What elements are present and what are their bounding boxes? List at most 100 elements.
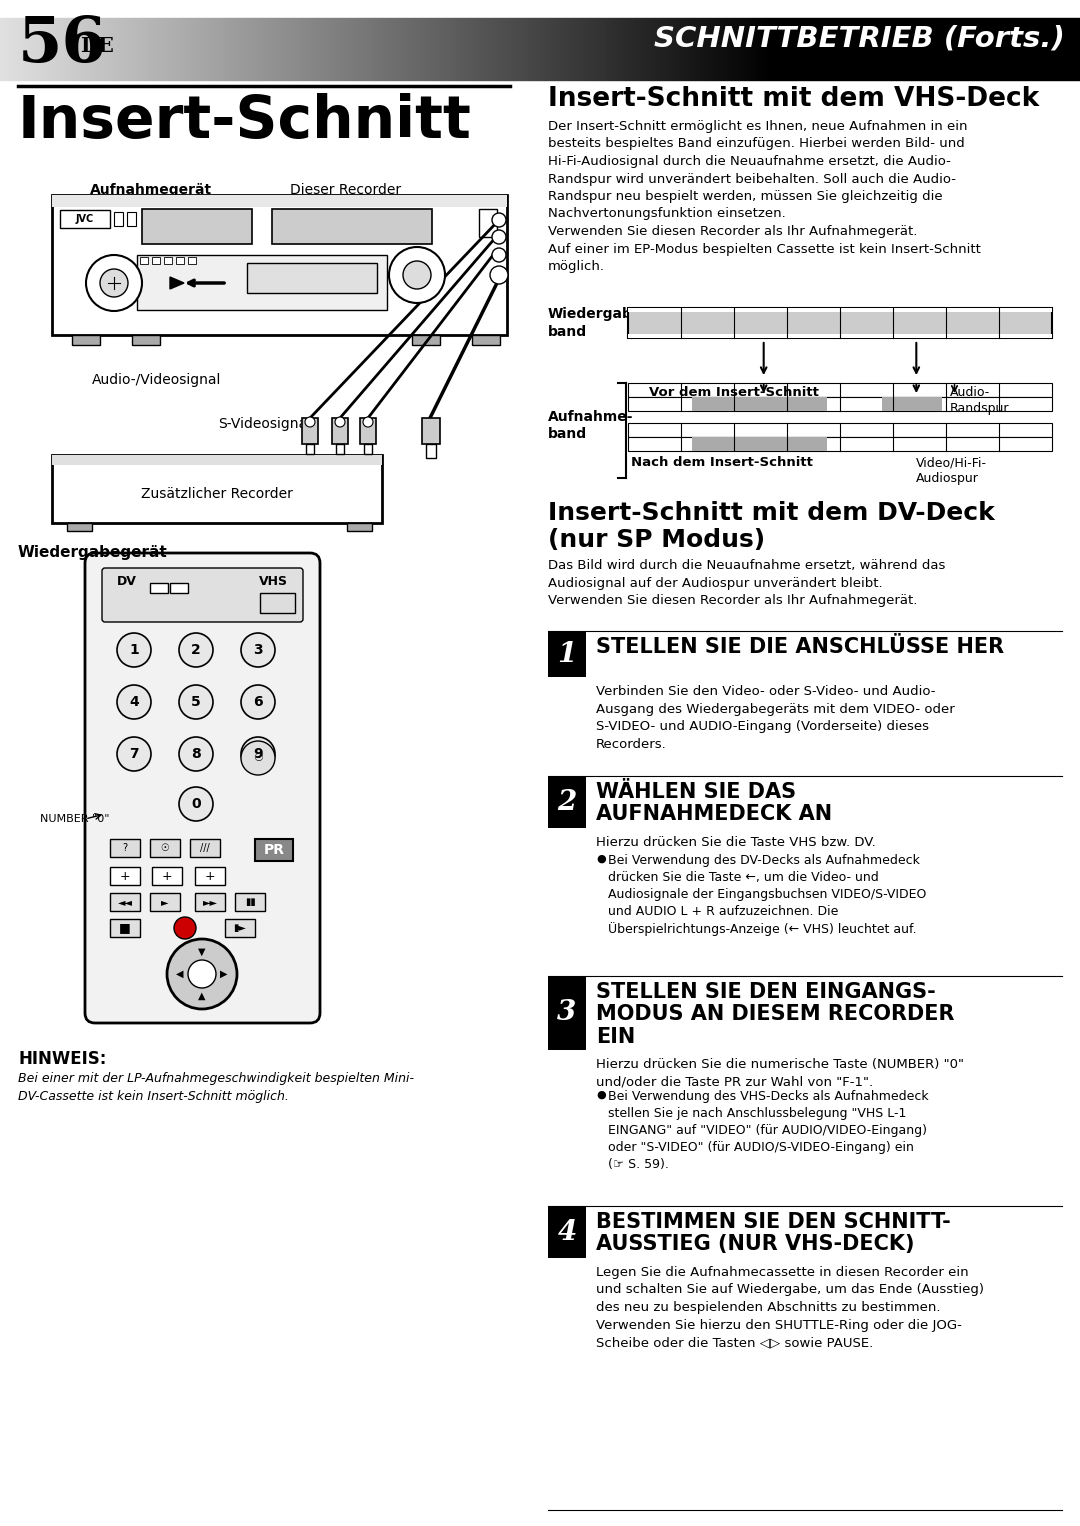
Bar [961, 18, 964, 79]
Bar [127, 212, 136, 226]
Bar [947, 18, 950, 79]
Bar [810, 18, 813, 79]
Bar [230, 18, 234, 79]
Circle shape [241, 737, 275, 771]
Bar [132, 336, 160, 345]
Bar [983, 18, 986, 79]
Circle shape [179, 633, 213, 667]
Bar [176, 18, 180, 79]
Bar [602, 18, 605, 79]
Bar [1072, 18, 1077, 79]
Bar [219, 18, 224, 79]
Bar [799, 18, 802, 79]
Bar [72, 336, 100, 345]
Bar [52, 455, 382, 523]
Bar [964, 18, 969, 79]
Bar [1077, 18, 1080, 79]
Bar [828, 18, 832, 79]
Text: ◄◄: ◄◄ [118, 897, 133, 906]
Bar [392, 18, 396, 79]
Bar [627, 397, 1052, 410]
Bar [370, 18, 375, 79]
Bar [893, 18, 896, 79]
Bar [497, 18, 500, 79]
Bar [110, 893, 140, 911]
Circle shape [241, 633, 275, 667]
Bar [616, 18, 619, 79]
Bar [295, 18, 299, 79]
Bar [936, 18, 940, 79]
Text: VHS: VHS [259, 575, 288, 588]
Text: Legen Sie die Aufnahmecassette in diesen Recorder ein
und schalten Sie auf Wiede: Legen Sie die Aufnahmecassette in diesen… [596, 1267, 984, 1349]
Bar [130, 18, 133, 79]
Bar [907, 18, 910, 79]
Bar [51, 18, 54, 79]
Bar [875, 18, 878, 79]
Bar [515, 18, 518, 79]
Text: ?: ? [122, 842, 127, 853]
Bar [14, 18, 18, 79]
Bar [247, 262, 377, 293]
Bar [867, 18, 872, 79]
Bar [360, 418, 376, 444]
Text: DE: DE [80, 37, 113, 56]
Bar [150, 839, 180, 858]
Circle shape [241, 742, 275, 775]
Bar [422, 418, 440, 444]
Bar [597, 18, 602, 79]
Bar [475, 18, 478, 79]
Bar [114, 212, 123, 226]
Bar [252, 18, 256, 79]
Bar [144, 18, 148, 79]
Bar [235, 893, 265, 911]
Bar [720, 18, 724, 79]
Text: Audio-/Videosignal: Audio-/Videosignal [92, 372, 221, 388]
Bar [716, 18, 720, 79]
Bar [137, 18, 140, 79]
Bar [565, 18, 569, 79]
Bar [548, 977, 586, 1050]
Bar [472, 336, 500, 345]
Bar [856, 18, 861, 79]
Bar [1026, 18, 1029, 79]
Bar [569, 18, 572, 79]
Bar [580, 18, 583, 79]
Bar [1037, 18, 1040, 79]
Bar [170, 18, 173, 79]
Bar [748, 18, 753, 79]
Bar [813, 18, 818, 79]
Bar [184, 18, 187, 79]
Bar [205, 18, 208, 79]
Bar [511, 18, 515, 79]
Bar [108, 18, 111, 79]
Bar [627, 308, 1052, 337]
Text: 2: 2 [557, 789, 577, 815]
Circle shape [335, 417, 345, 427]
Bar [224, 18, 227, 79]
Bar [457, 18, 461, 79]
Bar [770, 18, 774, 79]
Bar [43, 18, 46, 79]
Bar [648, 18, 651, 79]
Bar [904, 18, 907, 79]
Text: Nach dem Insert-Schnitt: Nach dem Insert-Schnitt [631, 456, 813, 468]
Bar [386, 18, 389, 79]
Bar [273, 18, 278, 79]
Bar [842, 18, 846, 79]
Text: Bei Verwendung des VHS-Decks als Aufnahmedeck
stellen Sie je nach Anschlussbeleg: Bei Verwendung des VHS-Decks als Aufnahm… [608, 1090, 929, 1170]
Bar [972, 18, 975, 79]
Bar [262, 18, 267, 79]
Bar [60, 211, 110, 227]
Bar [637, 18, 640, 79]
Text: Hierzu drücken Sie die Taste VHS bzw. DV.: Hierzu drücken Sie die Taste VHS bzw. DV… [596, 836, 876, 848]
Bar [662, 18, 666, 79]
Bar [152, 256, 160, 264]
Bar [202, 18, 205, 79]
Text: ▮►: ▮► [233, 923, 246, 932]
Bar [18, 18, 22, 79]
Bar [227, 18, 230, 79]
Bar [432, 18, 435, 79]
Bar [216, 18, 219, 79]
Bar [11, 18, 14, 79]
Bar [122, 18, 126, 79]
